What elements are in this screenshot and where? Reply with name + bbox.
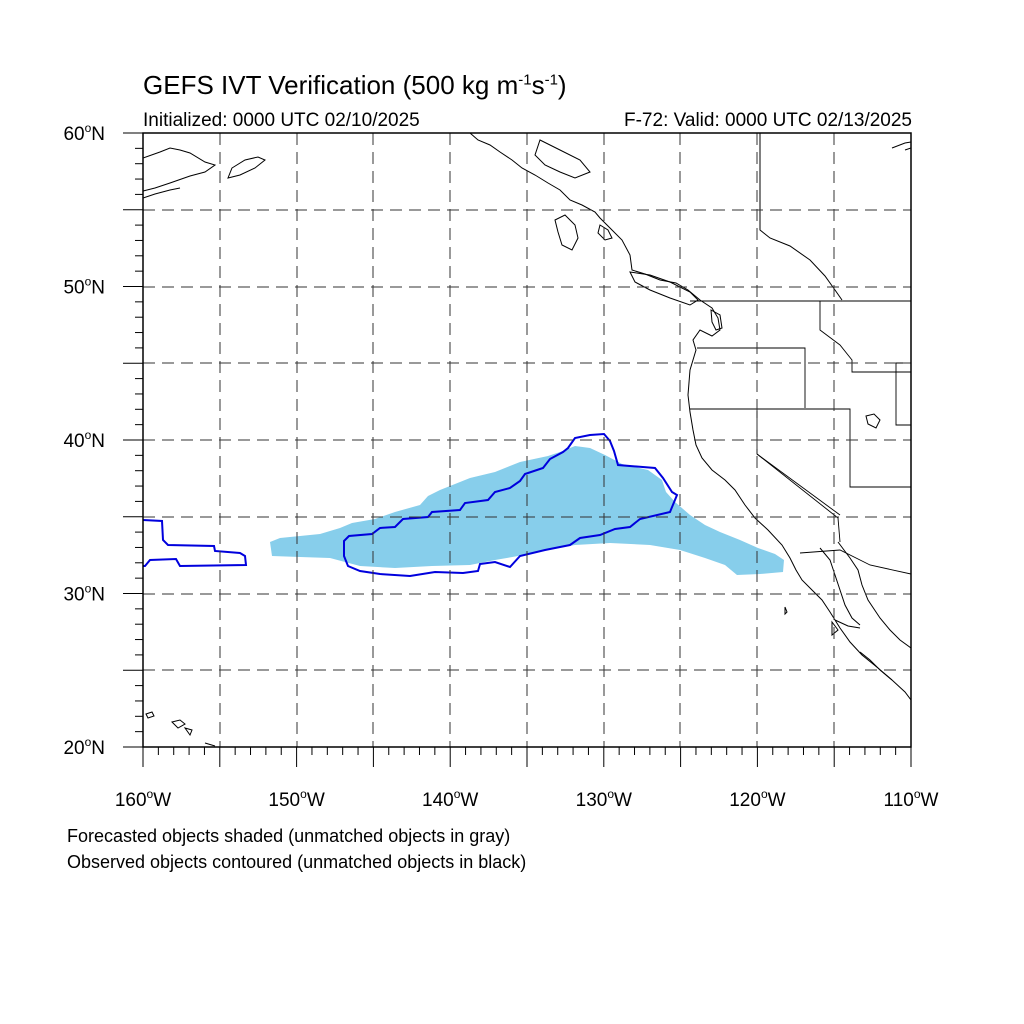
lat-label-20N: 20oN	[63, 735, 105, 759]
lon-label-140W: 140oW	[422, 787, 478, 811]
lon-label-110W: 110oW	[884, 787, 939, 811]
lon-label-160W: 160oW	[115, 787, 171, 811]
forecast-ivt-object	[270, 446, 784, 575]
observed-ivt-contour	[343, 432, 679, 578]
observed-ivt-contour-west	[143, 519, 248, 568]
valid-time-label: F-72: Valid: 0000 UTC 02/13/2025	[624, 110, 912, 131]
grid-lines	[143, 133, 911, 747]
lat-label-30N: 30oN	[63, 582, 105, 606]
lon-label-120W: 120oW	[729, 787, 785, 811]
forecast-note: Forecasted objects shaded (unmatched obj…	[67, 826, 511, 846]
lon-label-150W: 150oW	[268, 787, 324, 811]
lon-label-130W: 130oW	[576, 787, 632, 811]
observed-note: Observed objects contoured (unmatched ob…	[67, 852, 527, 872]
coastline-layer	[143, 133, 911, 747]
initialized-label: Initialized: 0000 UTC 02/10/2025	[143, 110, 420, 131]
lat-label-40N: 40oN	[63, 428, 105, 452]
lat-label-50N: 50oN	[63, 275, 105, 299]
map-title: GEFS IVT Verification (500 kg m-1s-1)	[143, 70, 567, 100]
latitude-labels: 60oN 50oN 40oN 30oN 20oN	[63, 121, 105, 759]
longitude-labels: 160oW 150oW 140oW 130oW 120oW 110oW	[115, 787, 939, 811]
axis-ticks	[123, 132, 912, 767]
boundary-layer	[690, 300, 911, 575]
lat-label-60N: 60oN	[63, 121, 105, 145]
